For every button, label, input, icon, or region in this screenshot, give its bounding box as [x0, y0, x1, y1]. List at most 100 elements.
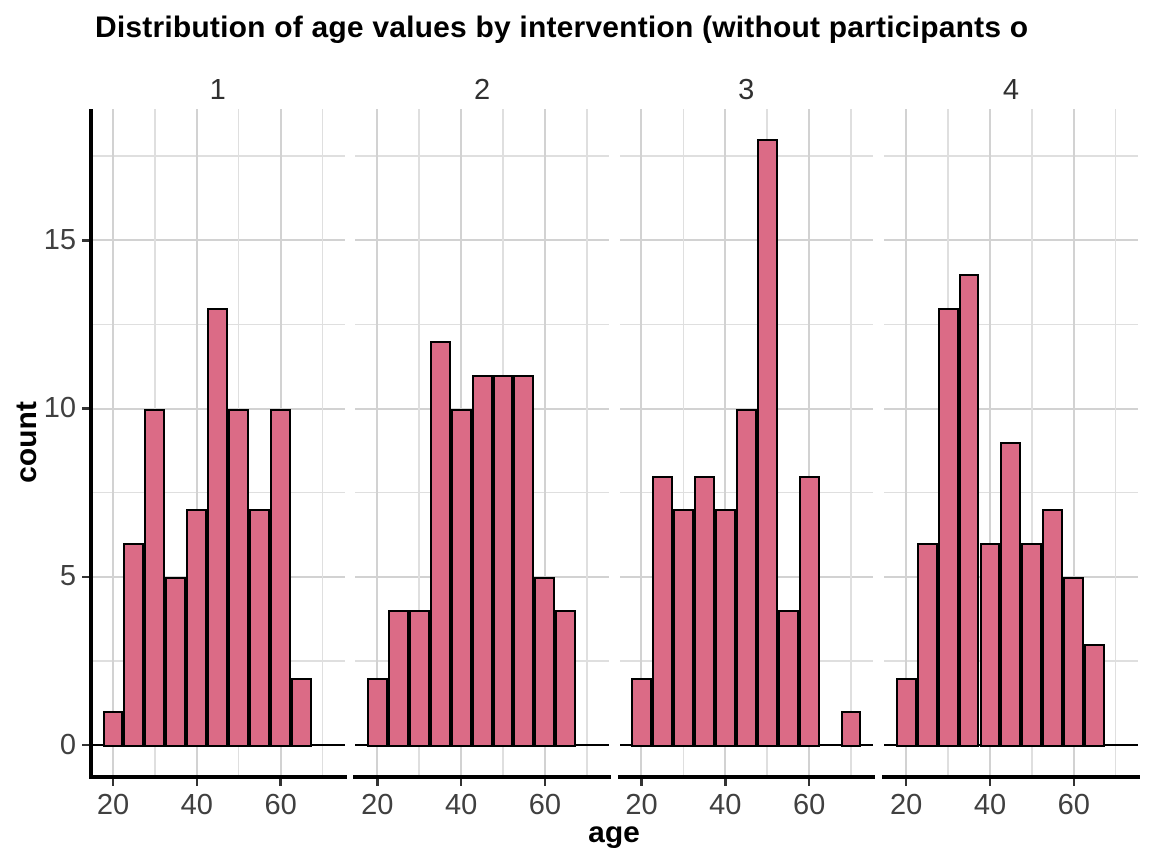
histogram-bar — [471, 374, 493, 747]
histogram-bar — [513, 374, 535, 747]
histogram-bar — [735, 408, 757, 747]
histogram-bar — [492, 374, 514, 747]
x-tick-mark — [111, 778, 115, 786]
y-tick-mark — [82, 407, 89, 410]
x-grid-major — [543, 109, 546, 775]
histogram-bar — [366, 677, 388, 747]
x-tick-label: 40 — [973, 789, 1007, 821]
histogram-bar — [895, 677, 917, 747]
x-grid-major — [195, 109, 198, 775]
y-grid-major — [355, 239, 609, 242]
chart-title: Distribution of age values by interventi… — [95, 11, 1029, 44]
x-tick-mark — [724, 778, 727, 786]
x-tick-label: 60 — [264, 789, 297, 821]
histogram-bar — [450, 408, 472, 747]
x-axis-line — [89, 775, 347, 779]
histogram-bar — [1042, 509, 1064, 747]
y-tick-label: 10 — [43, 392, 76, 424]
histogram-bar — [291, 677, 312, 747]
histogram-bar — [777, 610, 799, 747]
x-axis-title: age — [588, 816, 640, 849]
histogram-bar — [1000, 442, 1022, 747]
x-tick-mark — [1072, 778, 1076, 786]
histogram-bar — [693, 475, 715, 747]
facet-label: 4 — [1002, 74, 1020, 106]
y-tick-mark — [82, 575, 89, 578]
x-tick-mark — [640, 778, 643, 786]
x-axis-line — [617, 775, 875, 779]
x-tick-label: 60 — [792, 789, 826, 821]
histogram-bar — [756, 139, 778, 747]
x-grid-minor — [418, 109, 420, 775]
y-grid-minor — [619, 155, 873, 157]
x-axis-line — [882, 775, 1140, 779]
x-axis-line — [353, 775, 611, 779]
x-grid-major — [376, 109, 379, 775]
y-tick-label: 0 — [59, 728, 76, 761]
y-tick-label: 5 — [59, 560, 76, 593]
y-grid-major — [619, 239, 873, 242]
x-tick-label: 40 — [180, 789, 213, 821]
y-tick-mark — [82, 743, 89, 747]
y-grid-minor — [884, 323, 1138, 326]
x-tick-label: 40 — [709, 789, 742, 821]
y-grid-major — [884, 407, 1138, 410]
x-tick-mark — [376, 778, 379, 786]
x-tick-mark — [459, 778, 463, 786]
x-grid-major — [808, 109, 811, 775]
y-grid-minor — [91, 155, 345, 157]
facet-label: 2 — [473, 74, 491, 106]
histogram-bar — [102, 711, 124, 747]
x-grid-major — [111, 109, 114, 775]
histogram-bar — [123, 543, 145, 747]
x-grid-major — [988, 109, 991, 775]
y-grid-minor — [619, 323, 873, 326]
histogram-bar — [1021, 543, 1043, 747]
histogram-bar — [937, 307, 959, 747]
facet-label: 3 — [738, 74, 755, 106]
x-tick-mark — [543, 778, 547, 786]
histogram-bar — [144, 408, 166, 747]
x-tick-label: 20 — [890, 789, 923, 821]
y-tick-mark — [82, 239, 89, 242]
x-grid-minor — [586, 109, 588, 775]
y-grid-major — [91, 239, 345, 242]
x-grid-major — [640, 109, 643, 775]
histogram-bar — [228, 408, 250, 747]
y-tick-label: 15 — [43, 223, 76, 256]
histogram-bar — [207, 307, 229, 747]
x-grid-minor — [682, 109, 685, 775]
histogram-bar — [916, 543, 938, 747]
x-tick-label: 20 — [361, 789, 394, 821]
histogram-bar — [798, 475, 820, 747]
y-grid-major — [884, 239, 1138, 242]
y-grid-minor — [884, 155, 1138, 157]
x-tick-mark — [988, 778, 992, 786]
histogram-bar — [165, 576, 187, 747]
histogram-bar — [249, 509, 271, 747]
x-grid-major — [905, 109, 908, 775]
histogram-bar — [534, 576, 556, 747]
x-tick-mark — [195, 778, 199, 786]
x-tick-label: 60 — [1057, 789, 1090, 821]
histogram-bar — [555, 610, 577, 747]
x-tick-mark — [807, 778, 811, 786]
y-axis-line — [89, 109, 93, 779]
y-grid-minor — [355, 155, 609, 157]
histogram-bar — [270, 408, 292, 747]
histogram-bar — [186, 509, 208, 747]
x-grid-minor — [850, 109, 852, 775]
facet-panel — [355, 109, 609, 775]
histogram-bar — [840, 711, 862, 747]
histogram-bar — [408, 610, 430, 747]
x-grid-minor — [321, 109, 324, 775]
histogram-bar — [1084, 644, 1106, 747]
x-tick-label: 60 — [528, 789, 562, 821]
x-tick-label: 20 — [625, 789, 658, 821]
histogram-bar — [1063, 576, 1085, 747]
facet-panel — [884, 109, 1138, 775]
facet-label: 1 — [209, 74, 226, 106]
x-tick-label: 40 — [444, 789, 478, 821]
histogram-bar — [714, 509, 736, 747]
